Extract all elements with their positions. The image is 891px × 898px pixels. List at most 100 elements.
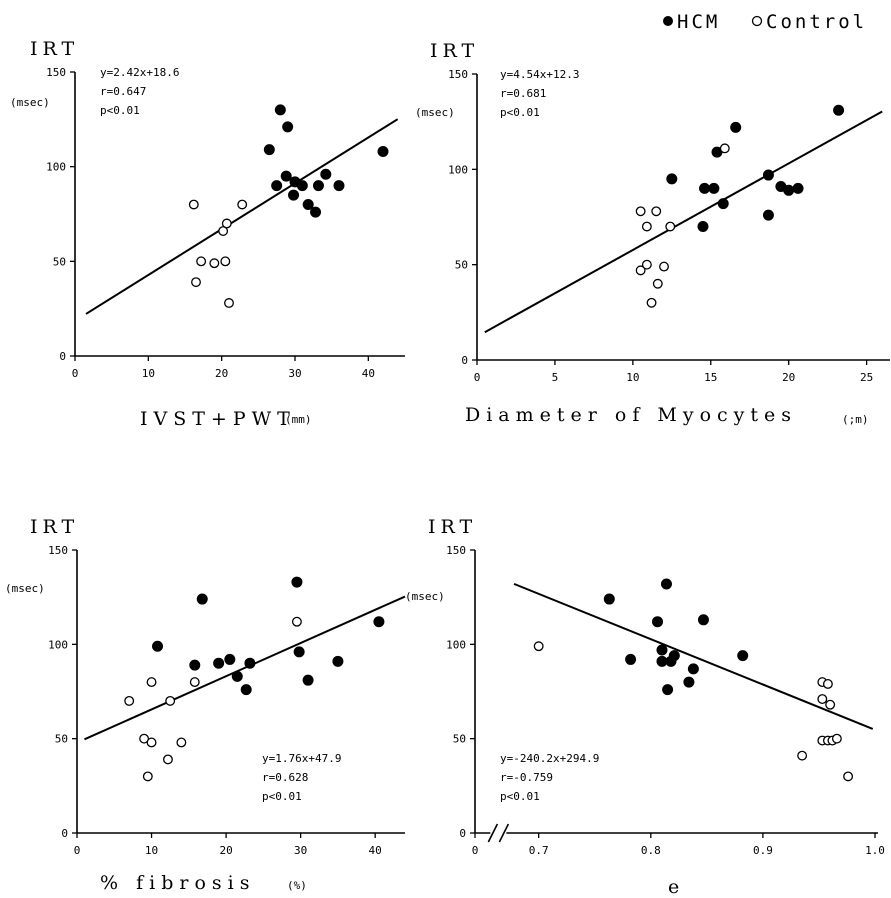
hcm-point [332,655,344,667]
y-axis-title: IRT [430,40,479,62]
y-axis-unit: (msec) [405,590,445,603]
hcm-point [302,199,314,211]
stat-line: p<0.01 [500,790,540,803]
y-axis-title: IRT [428,516,477,538]
hcm-point [666,173,678,185]
x-axis-title: IVST+PWT [140,408,296,430]
y-axis-title: IRT [30,516,79,538]
hcm-point [189,659,201,671]
x-axis-unit: (mm) [285,413,312,426]
hcm-point [282,121,294,133]
hcm-point [373,616,385,628]
x-tick-label: 0.9 [753,844,773,857]
y-tick-label: 100 [48,638,68,651]
x-tick-label: 15 [704,371,717,384]
legend-hcm-marker [663,16,673,26]
y-axis-unit: (msec) [5,582,45,595]
control-point [124,695,135,706]
control-point [220,256,231,267]
y-tick-label: 50 [453,733,466,746]
hcm-point [697,614,709,626]
chart-panel-1: 0 50 100 150 0 10 20 30 40 IRT (msec) IVST+PWT(mm) y… [10,38,405,430]
x-tick-label: 0 [472,844,479,857]
hcm-point [310,206,322,218]
control-point [196,256,207,267]
y-tick-label: 100 [448,163,468,176]
control-point [224,298,234,308]
y-tick-label: 150 [448,68,468,81]
y-tick-label: 100 [446,638,466,651]
regression-line [85,118,399,315]
x-tick-label: 30 [288,367,301,380]
hcm-point [291,576,303,588]
control-point [191,277,201,288]
control-point [822,679,833,689]
hcm-point [762,169,774,181]
hcm-point [625,653,637,665]
axis-break-mark [498,823,510,843]
x-tick-label: 0.7 [529,844,549,857]
x-tick-label: 40 [369,844,382,857]
hcm-point [196,593,208,605]
control-point [719,143,730,154]
control-point [221,218,232,229]
x-tick-label: 0 [74,844,81,857]
y-tick-label: 0 [61,827,68,840]
y-tick-label: 50 [455,259,468,272]
control-point [641,259,652,270]
control-point [797,750,808,761]
regression-line [484,110,883,334]
hcm-point [833,104,845,116]
y-tick-label: 50 [53,255,66,268]
hcm-point [377,146,389,158]
x-axis-title: % fibrosis [100,872,255,894]
hcm-point [231,670,243,682]
x-tick-label: 20 [782,371,795,384]
hcm-point [288,189,300,201]
x-tick-label: 40 [362,367,375,380]
control-point [843,771,854,782]
legend-control-label: Control [766,11,867,33]
axis-break-gap [490,830,507,836]
hcm-point [762,209,774,221]
control-point [142,771,153,782]
stat-line: y=4.54x+12.3 [500,68,579,81]
hcm-point [603,593,615,605]
control-point [651,206,662,217]
hcm-point [652,616,664,628]
hcm-point [296,180,308,192]
y-tick-label: 50 [55,733,68,746]
hcm-point [152,640,164,652]
hcm-point [737,650,749,662]
hcm-point [783,184,795,196]
chart-panel-3: 0 50 100 150 0 10 20 30 40 IRT (msec) % fibrosis (%)… [5,516,406,894]
control-point [533,641,544,652]
x-tick-label: 1.0 [865,844,885,857]
hcm-point [240,684,252,696]
stat-line: y=-240.2x+294.9 [500,752,599,765]
control-point [635,206,646,217]
hcm-point [320,168,332,180]
hcm-point [708,182,720,194]
x-tick-label: 0.8 [641,844,661,857]
x-axis-title: e [668,876,685,898]
chart-panel-4: 0 50 100 150 0 0.7 0.8 0.9 1.0 IRT (msec) e y=-240.2… [405,516,885,898]
hcm-point [293,646,305,658]
stat-line: r=-0.759 [500,771,553,784]
control-point [635,265,646,276]
x-tick-label: 0 [72,367,79,380]
legend: HCM Control [663,11,867,33]
hcm-point [792,182,804,194]
stat-line: r=0.628 [262,771,308,784]
control-point [146,737,157,748]
stat-line: p<0.01 [100,104,140,117]
y-tick-label: 0 [459,827,466,840]
stat-line: r=0.647 [100,85,146,98]
control-point [831,733,842,744]
y-tick-label: 150 [46,66,66,79]
hcm-point [263,144,275,156]
hcm-point [683,676,695,688]
y-tick-label: 100 [46,161,66,174]
